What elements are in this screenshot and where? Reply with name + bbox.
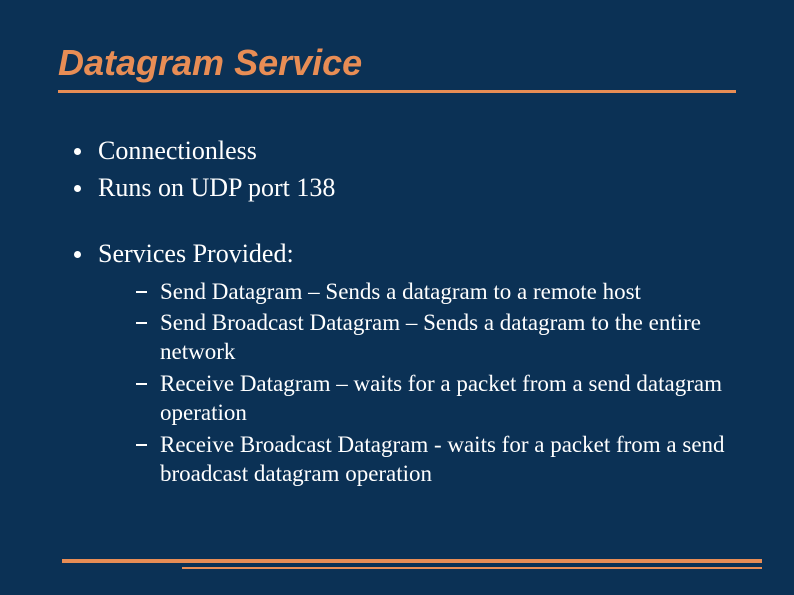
slide: Datagram Service Connectionless Runs on … [0,0,794,595]
bullet-item: Runs on UDP port 138 [70,172,736,205]
bullet-text: Services Provided: [98,239,294,268]
sub-bullet-item: Receive Broadcast Datagram - waits for a… [136,430,736,489]
sub-bullet-text: Send Datagram – Sends a datagram to a re… [160,279,641,304]
bullet-item: Connectionless [70,135,736,168]
sub-bullet-item: Receive Datagram – waits for a packet fr… [136,369,736,428]
bullet-text: Runs on UDP port 138 [98,173,335,202]
sub-bullet-text: Receive Broadcast Datagram - waits for a… [160,432,725,486]
footer-line-thick [62,559,762,563]
sub-bullet-text: Send Broadcast Datagram – Sends a datagr… [160,310,701,364]
slide-title: Datagram Service [58,42,736,84]
footer-line-thin [182,567,762,569]
sub-bullet-item: Send Broadcast Datagram – Sends a datagr… [136,308,736,367]
title-underline [58,90,736,93]
bullet-list: Services Provided: Send Datagram – Sends… [70,238,736,489]
spacer [70,208,736,238]
footer-decoration [62,559,762,569]
bullet-item: Services Provided: Send Datagram – Sends… [70,238,736,489]
sub-bullet-text: Receive Datagram – waits for a packet fr… [160,371,722,425]
bullet-list: Connectionless Runs on UDP port 138 [70,135,736,204]
slide-content: Connectionless Runs on UDP port 138 Serv… [58,135,736,489]
sub-bullet-item: Send Datagram – Sends a datagram to a re… [136,277,736,306]
sub-bullet-list: Send Datagram – Sends a datagram to a re… [98,277,736,489]
bullet-text: Connectionless [98,136,257,165]
